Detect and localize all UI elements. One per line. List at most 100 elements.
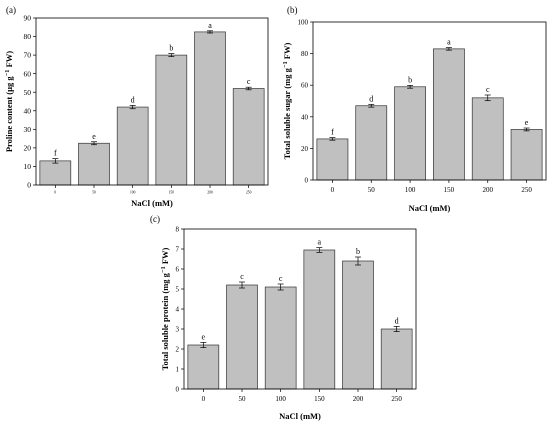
x-tick-label: 50 xyxy=(92,191,96,195)
y-tick-label: 2 xyxy=(176,345,180,353)
panel-b: (b) f 0 d 50 b 100 a 150 c 200 e 250 0 20 40 60 80 100 NaCl… xyxy=(282,5,547,213)
significance-letter: c xyxy=(279,274,283,283)
x-axis-label: NaCl (mM) xyxy=(131,198,173,208)
y-axis-label-sup: −1 xyxy=(160,266,167,273)
x-tick-label: 0 xyxy=(202,395,206,403)
x-tick-label: 0 xyxy=(54,191,56,195)
bar xyxy=(510,129,543,181)
significance-letter: c xyxy=(240,272,244,281)
x-tick-label: 250 xyxy=(521,186,532,194)
y-tick-label: 8 xyxy=(176,225,180,233)
y-axis-label-main: Total soluble sugar (mg g xyxy=(282,67,292,159)
panel-label: (b) xyxy=(287,5,298,15)
significance-letter: e xyxy=(202,332,206,341)
bar xyxy=(116,106,149,186)
y-tick-label: 3 xyxy=(176,325,180,333)
x-tick-label: 0 xyxy=(331,186,335,194)
y-axis-label: Total soluble sugar (mg g−1 FW) xyxy=(282,43,292,160)
y-tick-label: 10 xyxy=(24,162,32,171)
x-tick-label: 50 xyxy=(368,186,376,194)
bar xyxy=(342,260,374,390)
y-tick-label: 5 xyxy=(176,285,180,293)
significance-letter: b xyxy=(169,44,173,53)
y-tick-label: 30 xyxy=(24,125,32,134)
significance-letter: b xyxy=(408,75,412,84)
bar xyxy=(194,31,226,186)
y-axis-label: Total soluble protein (mg g−1 FW) xyxy=(160,247,170,370)
significance-letter: b xyxy=(356,247,360,256)
y-tick-label: 60 xyxy=(24,69,32,78)
x-tick-label: 100 xyxy=(275,395,286,403)
y-tick-label: 40 xyxy=(301,113,309,121)
bar xyxy=(394,86,426,181)
plot-frame xyxy=(312,21,547,181)
x-tick-label: 250 xyxy=(391,395,402,403)
bar xyxy=(226,284,258,390)
y-tick-label: 20 xyxy=(24,144,32,153)
panel-label: (a) xyxy=(6,5,16,15)
significance-letter: a xyxy=(447,38,451,47)
bar xyxy=(78,142,110,186)
significance-letter: e xyxy=(92,132,96,141)
x-axis-label: NaCl (mM) xyxy=(279,411,321,421)
significance-letter: c xyxy=(247,77,251,86)
y-tick-label: 0 xyxy=(27,181,31,190)
y-tick-label: 50 xyxy=(24,88,32,97)
y-axis-label-tail: FW) xyxy=(4,51,14,70)
y-tick-label: 100 xyxy=(298,18,309,26)
y-axis-label-tail: FW) xyxy=(160,247,170,266)
x-tick-label: 150 xyxy=(169,191,175,195)
y-tick-label: 4 xyxy=(176,305,180,313)
significance-letter: f xyxy=(54,149,57,158)
bar xyxy=(232,88,265,186)
significance-letter: e xyxy=(525,118,529,127)
x-tick-label: 200 xyxy=(353,395,364,403)
bar xyxy=(471,97,504,181)
significance-letter: d xyxy=(395,316,399,325)
x-tick-label: 100 xyxy=(405,186,416,194)
y-axis-label-sup: −1 xyxy=(4,70,11,77)
bar xyxy=(264,286,297,390)
y-tick-label: 60 xyxy=(301,82,309,90)
y-axis-label-main: Total soluble protein (mg g xyxy=(160,272,170,370)
bar xyxy=(39,160,72,186)
x-tick-label: 200 xyxy=(483,186,494,194)
bar xyxy=(155,54,188,186)
y-tick-label: 20 xyxy=(301,145,309,153)
panel-c: (c) e 0 c 50 c 100 a 150 b 200 d 250 0 1 2 3 4 5 6 7 8 NaCl (m… xyxy=(150,214,417,421)
x-tick-label: 250 xyxy=(246,191,252,195)
x-tick-label: 100 xyxy=(130,191,136,195)
significance-letter: a xyxy=(318,238,322,247)
significance-letter: d xyxy=(369,94,373,103)
x-axis-label: NaCl (mM) xyxy=(409,203,451,213)
y-axis-label-sup: −1 xyxy=(282,61,289,68)
bar xyxy=(316,138,349,181)
significance-letter: a xyxy=(208,21,212,30)
y-tick-label: 0 xyxy=(305,176,309,184)
y-tick-label: 80 xyxy=(301,50,309,58)
x-tick-label: 50 xyxy=(239,395,247,403)
y-tick-label: 6 xyxy=(176,265,180,273)
y-tick-label: 90 xyxy=(24,14,32,23)
x-tick-label: 150 xyxy=(444,186,455,194)
y-tick-label: 40 xyxy=(24,106,32,115)
plot-frame xyxy=(35,17,269,186)
bar xyxy=(303,249,336,390)
bar xyxy=(355,105,388,181)
panel-label: (c) xyxy=(150,214,160,224)
y-axis-label: Proline content (µg g−1 FW) xyxy=(4,51,14,152)
y-axis-label-tail: FW) xyxy=(282,43,292,62)
x-tick-label: 150 xyxy=(314,395,325,403)
significance-letter: d xyxy=(131,95,135,104)
y-tick-label: 80 xyxy=(24,32,32,41)
x-tick-label: 200 xyxy=(207,191,213,195)
y-tick-label: 1 xyxy=(176,365,180,373)
bar xyxy=(433,48,465,181)
panel-a: (a) f 0 e 50 d 100 b 150 a 200 c 250 0 10 20 30 40 50 60 70 8… xyxy=(4,5,269,208)
significance-letter: f xyxy=(331,128,334,137)
y-axis-label-main: Proline content (µg g xyxy=(4,76,14,153)
bar xyxy=(187,344,220,390)
y-tick-label: 7 xyxy=(176,245,180,253)
bar xyxy=(380,328,413,390)
